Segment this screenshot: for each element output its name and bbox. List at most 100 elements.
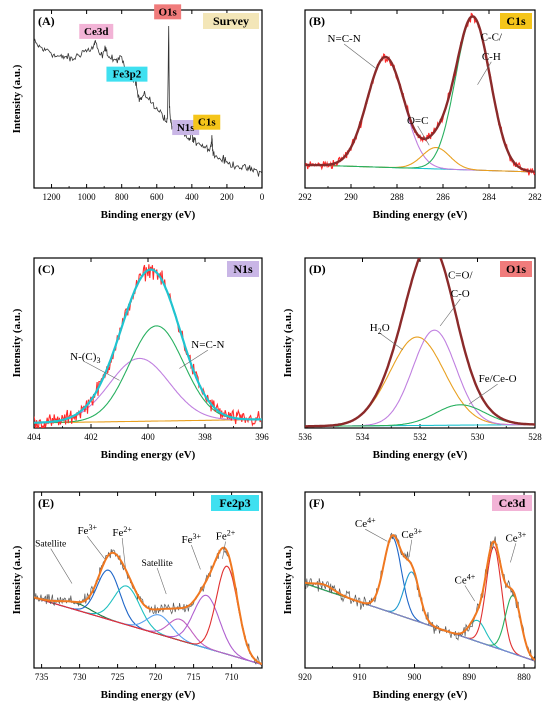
- x-tick-label: 200: [220, 192, 234, 202]
- badge-label: N1s: [233, 262, 253, 276]
- peak-label: Fe3p2: [113, 69, 142, 81]
- x-tick-label: 1200: [43, 192, 62, 202]
- x-tick-label: 1000: [78, 192, 97, 202]
- raw-spectrum: [34, 264, 262, 428]
- plot-frame: [33, 491, 263, 669]
- leader-line: [222, 541, 226, 559]
- x-axis-label: Binding energy (eV): [373, 209, 468, 221]
- x-tick-label: 282: [528, 192, 542, 202]
- peak-annotation: N-(C)3: [70, 351, 100, 365]
- x-tick-label: 402: [84, 432, 98, 442]
- leader-line: [85, 361, 120, 381]
- peak-annotation: Fe2+: [112, 525, 132, 539]
- panel-f: 920 910 900 890 880 Binding energy (eV) Intens…: [282, 491, 536, 701]
- peak-annotation: O=C: [407, 115, 428, 127]
- x-tick-label: 720: [149, 672, 163, 682]
- leader-line: [156, 567, 167, 595]
- peak-annotation: Fe3+: [182, 532, 202, 546]
- y-axis-label: Intensity (a.u.): [11, 308, 23, 377]
- raw-spectrum: [305, 532, 535, 666]
- x-tick-label: 735: [35, 672, 49, 682]
- plot-frame: [33, 9, 263, 189]
- panel-label: (E): [38, 496, 54, 510]
- badge-box: [227, 261, 259, 277]
- peak-annotation: Satellite: [142, 559, 173, 569]
- plot-area: [34, 264, 262, 428]
- x-tick-label: 290: [344, 192, 358, 202]
- peak-annotation: C=O/: [448, 269, 473, 281]
- plot-area: [34, 25, 262, 177]
- x-tick-label: 396: [255, 432, 269, 442]
- fit-envelope: [305, 534, 535, 661]
- fit-envelope: [305, 15, 535, 173]
- x-axis-label: Binding energy (eV): [101, 209, 196, 221]
- y-axis-label: Intensity (a.u.): [282, 545, 294, 614]
- leader-line: [379, 332, 403, 351]
- badge-box: [492, 495, 532, 511]
- leader-line: [417, 125, 430, 146]
- badge-box: [500, 261, 532, 277]
- x-tick-label: 534: [356, 432, 370, 442]
- badge-box: [203, 13, 259, 29]
- fit-envelope: [305, 258, 535, 428]
- x-axis-label: Binding energy (eV): [373, 689, 468, 701]
- panel-label: (D): [309, 262, 326, 276]
- panel-label: (A): [38, 14, 55, 28]
- x-tick-label: 900: [408, 672, 422, 682]
- panel-label: (F): [309, 496, 324, 510]
- peak-label: C1s: [198, 117, 216, 129]
- x-tick-label: 400: [185, 192, 199, 202]
- x-tick-label: 528: [528, 432, 542, 442]
- x-tick-label: 292: [298, 192, 312, 202]
- peak-annotation: Ce3+: [401, 527, 422, 541]
- peak-annotation: C-O: [451, 288, 470, 300]
- peak-label: Ce3d: [84, 26, 108, 38]
- x-tick-label: 725: [111, 672, 125, 682]
- peak-annotation: N=C-N: [191, 339, 224, 351]
- x-tick-label: 400: [141, 432, 155, 442]
- x-tick-label: 536: [298, 432, 312, 442]
- x-tick-label: 730: [73, 672, 87, 682]
- plot-frame: [304, 257, 536, 429]
- panel-c: 404 402 400 398 396 Binding energy (eV) Intens…: [11, 257, 269, 461]
- y-axis-label: Intensity (a.u.): [11, 545, 23, 614]
- peak-label: O1s: [158, 6, 177, 18]
- x-tick-label: 890: [463, 672, 477, 682]
- peak-label-box: [79, 23, 114, 39]
- badge-box: [211, 495, 259, 511]
- peak-annotation: Fe/Ce-O: [479, 373, 517, 385]
- plot-area: [305, 532, 535, 666]
- peak-annotation: Ce4+: [355, 516, 376, 530]
- peak-annotation: Fe2+: [216, 529, 236, 543]
- x-tick-label: 530: [471, 432, 485, 442]
- leader-line: [191, 544, 201, 570]
- y-axis-label: Intensity (a.u.): [11, 64, 23, 133]
- x-tick-label: 910: [353, 672, 367, 682]
- fit-envelope: [34, 268, 262, 424]
- x-axis-label: Binding energy (eV): [373, 449, 468, 461]
- x-tick-label: 284: [482, 192, 496, 202]
- leader-line: [468, 383, 498, 405]
- badge-label: O1s: [506, 262, 526, 276]
- panel-e: 735 730 725 720 715 710 Binding energy (eV) Int…: [11, 491, 263, 701]
- leader-line: [439, 298, 461, 327]
- badge-label: C1s: [506, 14, 526, 28]
- leader-line: [365, 528, 388, 542]
- peak-label-box: [154, 4, 182, 20]
- leader-line: [86, 536, 105, 560]
- x-tick-label: 532: [413, 432, 427, 442]
- x-tick-label: 710: [225, 672, 239, 682]
- peak-annotation: Ce3+: [505, 530, 526, 544]
- y-axis-label: Intensity (a.u.): [282, 308, 294, 377]
- panel-a: 1200 1000 800 600 400 200 0 Binding energy (eV)…: [11, 4, 265, 221]
- peak-annotation: C-H: [482, 51, 501, 63]
- component-peak: [34, 325, 262, 424]
- x-tick-label: 288: [390, 192, 404, 202]
- component-peak: [305, 404, 535, 427]
- component-peak: [34, 569, 262, 666]
- peak-label: N1s: [177, 122, 195, 134]
- peak-annotation: H2O: [370, 322, 390, 336]
- component-peak: [305, 536, 535, 662]
- x-tick-label: 398: [198, 432, 212, 442]
- x-axis-label: Binding energy (eV): [101, 689, 196, 701]
